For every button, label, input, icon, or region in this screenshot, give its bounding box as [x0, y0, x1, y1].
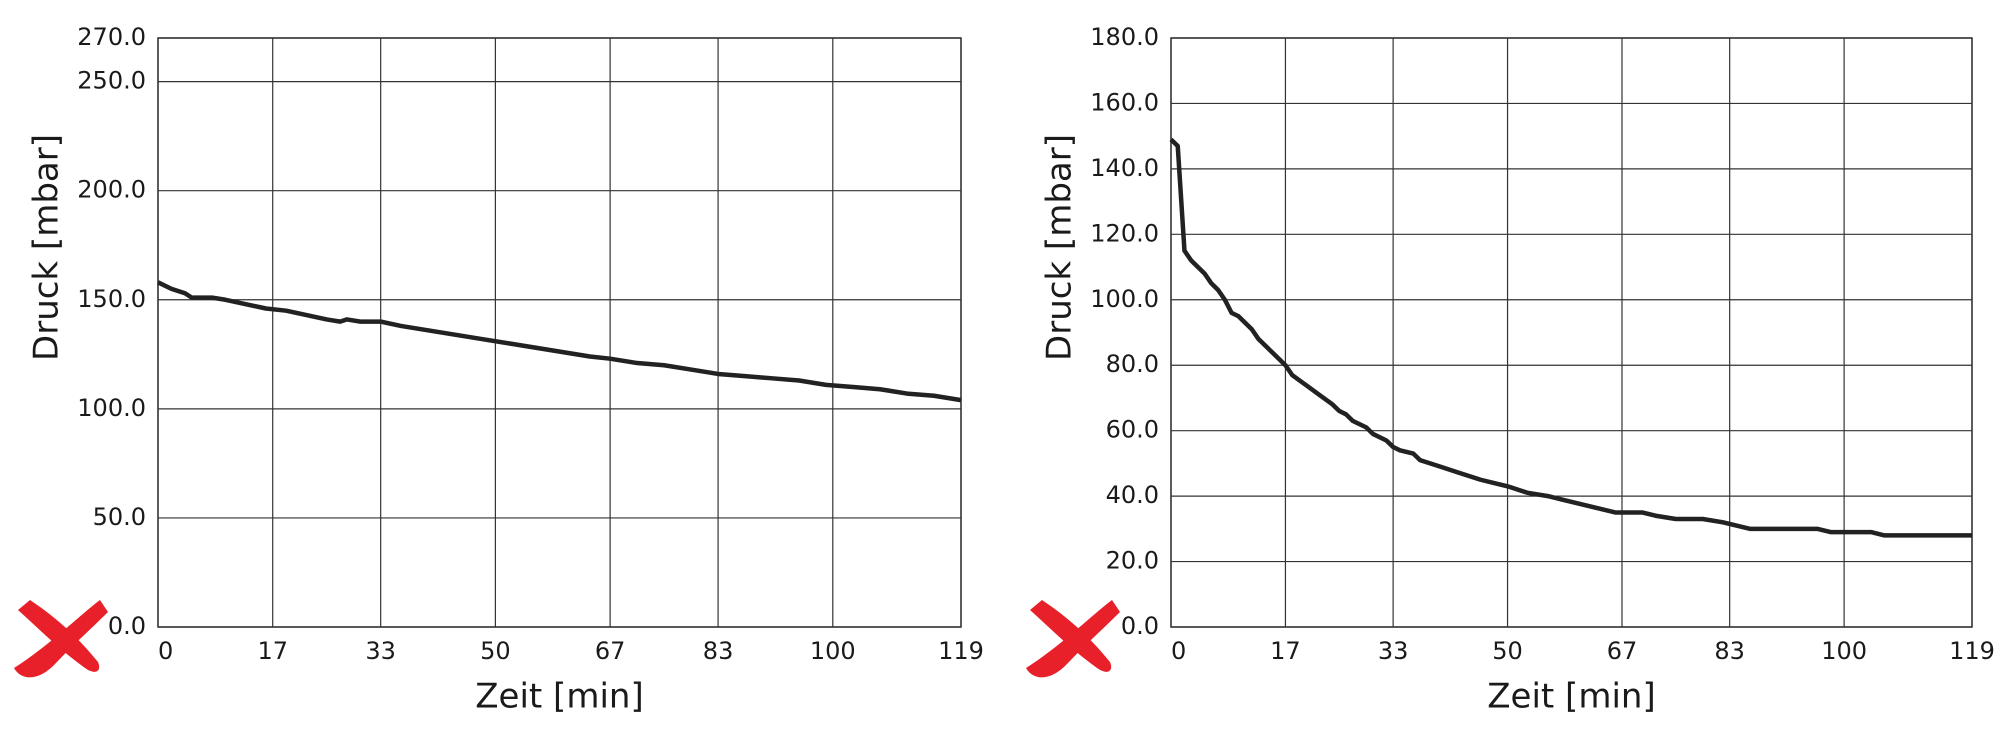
x-tick-label: 0 [1171, 637, 1186, 665]
error-icon [1026, 600, 1120, 678]
y-tick-label: 0.0 [108, 612, 146, 640]
y-tick-label: 40.0 [1106, 481, 1159, 509]
y-tick-label: 0.0 [1121, 612, 1159, 640]
plot-frame [157, 37, 962, 628]
x-tick-label: 17 [1270, 637, 1301, 665]
x-tick-label: 119 [1949, 637, 1995, 665]
y-tick-label: 20.0 [1106, 547, 1159, 575]
error-icon [14, 600, 108, 678]
y-tick-label: 160.0 [1090, 88, 1159, 116]
x-tick-label: 0 [158, 637, 173, 665]
y-tick-label: 200.0 [77, 176, 146, 204]
y-tick-label: 150.0 [77, 285, 146, 313]
x-tick-label: 100 [810, 637, 856, 665]
y-tick-label: 270.0 [77, 23, 146, 51]
plot-frame [1170, 37, 1973, 628]
x-tick-label: 100 [1821, 637, 1867, 665]
x-axis-title: Zeit [min] [475, 677, 643, 717]
x-tick-label: 50 [1492, 637, 1523, 665]
y-tick-label: 100.0 [1090, 285, 1159, 313]
x-tick-label: 17 [257, 637, 288, 665]
data-line [1169, 137, 1972, 538]
y-tick-label: 60.0 [1106, 416, 1159, 444]
x-axis-title: Zeit [min] [1487, 677, 1655, 717]
y-tick-label: 50.0 [93, 503, 146, 531]
y-tick-label: 140.0 [1090, 154, 1159, 182]
y-tick-label: 250.0 [77, 67, 146, 95]
y-tick-label: 120.0 [1090, 219, 1159, 247]
x-tick-label: 67 [1607, 637, 1638, 665]
data-line [157, 280, 962, 403]
x-tick-label: 83 [1714, 637, 1745, 665]
y-axis-title: Druck [mbar] [27, 134, 67, 361]
x-tick-label: 50 [480, 637, 511, 665]
x-tick-label: 119 [938, 637, 984, 665]
x-tick-label: 33 [1378, 637, 1409, 665]
y-tick-label: 180.0 [1090, 23, 1159, 51]
y-tick-label: 80.0 [1106, 350, 1159, 378]
x-tick-label: 67 [595, 637, 626, 665]
x-tick-label: 33 [365, 637, 396, 665]
y-axis-title: Druck [mbar] [1040, 134, 1080, 361]
x-tick-label: 83 [703, 637, 734, 665]
y-tick-label: 100.0 [77, 394, 146, 422]
